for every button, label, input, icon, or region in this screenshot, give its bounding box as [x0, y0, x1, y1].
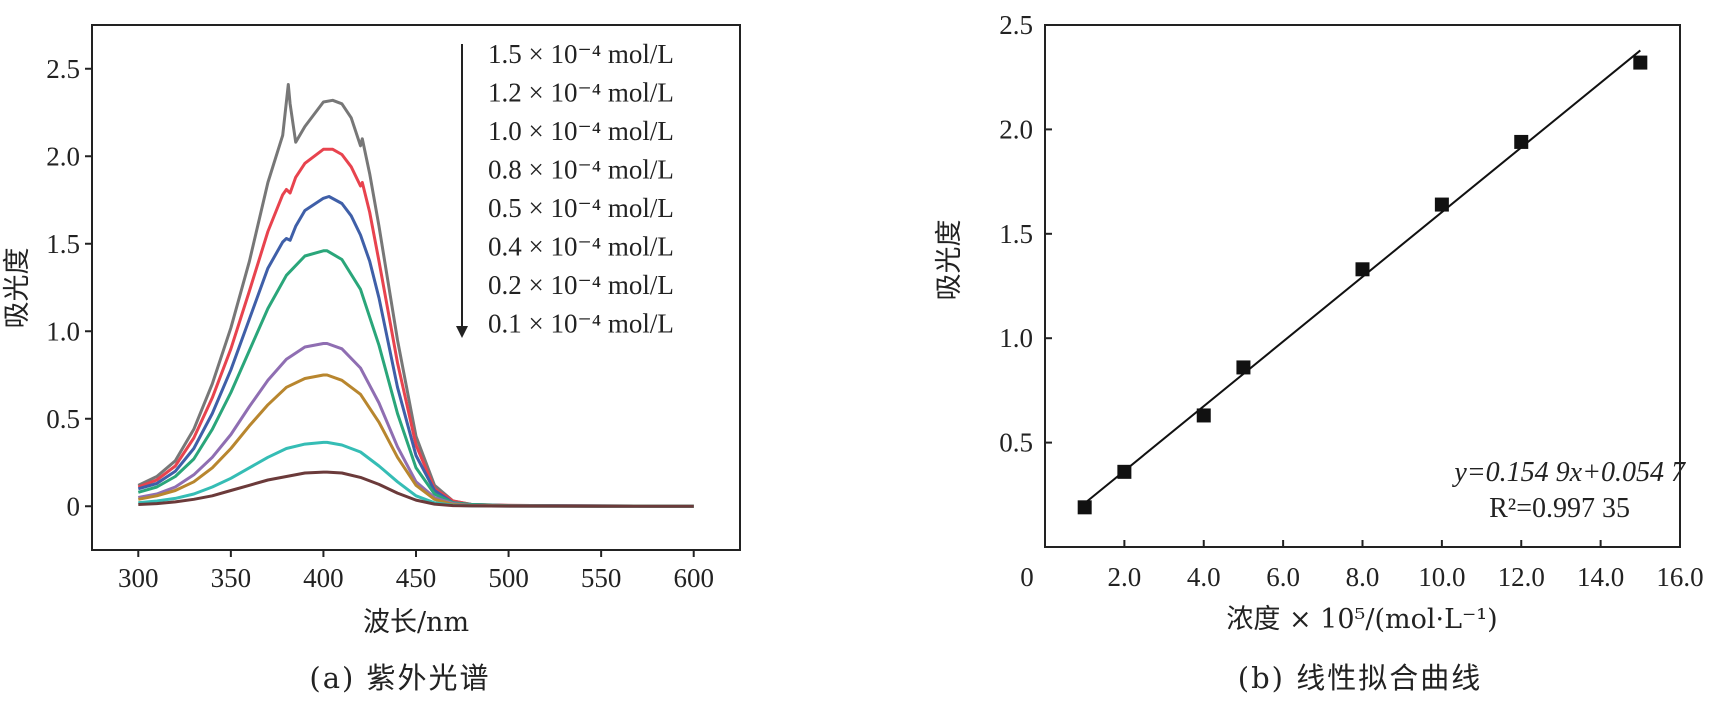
legend-entry: 0.1 × 10⁻⁴ mol/L [488, 309, 674, 339]
x-tick-label: 12.0 [1498, 562, 1545, 592]
data-points [1077, 55, 1648, 515]
x-tick-label: 2.0 [1108, 562, 1142, 592]
series-line-7 [138, 470, 694, 508]
data-point [1355, 262, 1370, 277]
series-line-0 [137, 83, 694, 508]
x-tick-label: 10.0 [1418, 562, 1465, 592]
caption-b: (b) 线性拟合曲线 [1238, 661, 1482, 695]
legend-arrow-head [456, 326, 468, 338]
y-ticks-a: 0 0.5 1.0 1.5 2.0 2.5 [46, 54, 92, 521]
y-tick-label: 0.5 [999, 428, 1033, 458]
legend-entry: 0.5 × 10⁻⁴ mol/L [488, 193, 674, 223]
series-line-2 [137, 195, 694, 508]
legend-entry: 0.8 × 10⁻⁴ mol/L [488, 155, 674, 185]
x-axis-label-a: 波长/nm [363, 607, 469, 638]
x-tick-label: 0 [1020, 562, 1034, 592]
y-tick-label: 1.0 [46, 316, 80, 346]
x-tick-label: 450 [396, 563, 437, 593]
fit-equation: y=0.154 9x+0.054 7 [1451, 457, 1686, 488]
fit-line [1084, 49, 1641, 505]
data-point [1633, 55, 1648, 70]
x-axis-label-b: 浓度 × 10⁵/(mol·L⁻¹) [1226, 604, 1497, 635]
x-tick-label: 4.0 [1187, 562, 1221, 592]
legend-entry: 1.2 × 10⁻⁴ mol/L [488, 78, 674, 108]
data-point [1077, 500, 1092, 515]
y-ticks-b: 0.5 1.0 1.5 2.0 2.5 [999, 10, 1052, 458]
y-tick-label: 2.0 [46, 141, 80, 171]
panel-a-uv-spectrum: 300 350 400 450 500 550 600 0 0.5 1.0 1.5 2.0 2.5 1… [2, 24, 741, 695]
x-tick-label: 500 [488, 563, 529, 593]
data-point [1514, 134, 1529, 149]
y-tick-label: 0 [67, 491, 81, 521]
data-point [1434, 197, 1449, 212]
y-tick-label: 2.5 [46, 54, 80, 84]
x-tick-label: 16.0 [1656, 562, 1703, 592]
caption-a: (a) 紫外光谱 [309, 661, 490, 695]
spectrum-curves [137, 83, 694, 508]
x-tick-label: 350 [211, 563, 252, 593]
data-point [1117, 464, 1132, 479]
data-point [1236, 360, 1251, 375]
panel-b-linear-fit: 0 2.0 4.0 6.0 8.0 10.0 12.0 14.0 16.0 0.5 1.0 1.5 2… [934, 10, 1704, 695]
x-ticks-b: 0 2.0 4.0 6.0 8.0 10.0 12.0 14.0 16.0 [1020, 540, 1704, 592]
x-tick-label: 300 [118, 563, 159, 593]
y-axis-label-b: 吸光度 [934, 220, 965, 301]
x-tick-label: 6.0 [1266, 562, 1300, 592]
y-tick-label: 1.5 [46, 229, 80, 259]
y-tick-label: 0.5 [46, 404, 80, 434]
x-tick-label: 400 [303, 563, 344, 593]
x-tick-label: 550 [581, 563, 622, 593]
legend-entry: 0.4 × 10⁻⁴ mol/L [488, 232, 674, 262]
fit-line-path [1084, 49, 1641, 505]
legend-entry: 1.0 × 10⁻⁴ mol/L [488, 116, 674, 146]
data-point [1196, 408, 1211, 423]
x-tick-label: 14.0 [1577, 562, 1624, 592]
legend-entry: 1.5 × 10⁻⁴ mol/L [488, 39, 674, 69]
x-ticks-a: 300 350 400 450 500 550 600 [118, 550, 714, 593]
x-tick-label: 600 [673, 563, 714, 593]
y-tick-label: 1.5 [999, 219, 1033, 249]
legend-entry: 0.2 × 10⁻⁴ mol/L [488, 270, 674, 300]
y-tick-label: 1.0 [999, 323, 1033, 353]
x-tick-label: 8.0 [1346, 562, 1380, 592]
legend-a: 1.5 × 10⁻⁴ mol/L 1.2 × 10⁻⁴ mol/L 1.0 × 10… [456, 39, 674, 339]
y-tick-label: 2.5 [999, 10, 1033, 40]
fit-r-squared: R²=0.997 35 [1489, 493, 1630, 524]
y-axis-label-a: 吸光度 [2, 248, 33, 329]
y-tick-label: 2.0 [999, 114, 1033, 144]
